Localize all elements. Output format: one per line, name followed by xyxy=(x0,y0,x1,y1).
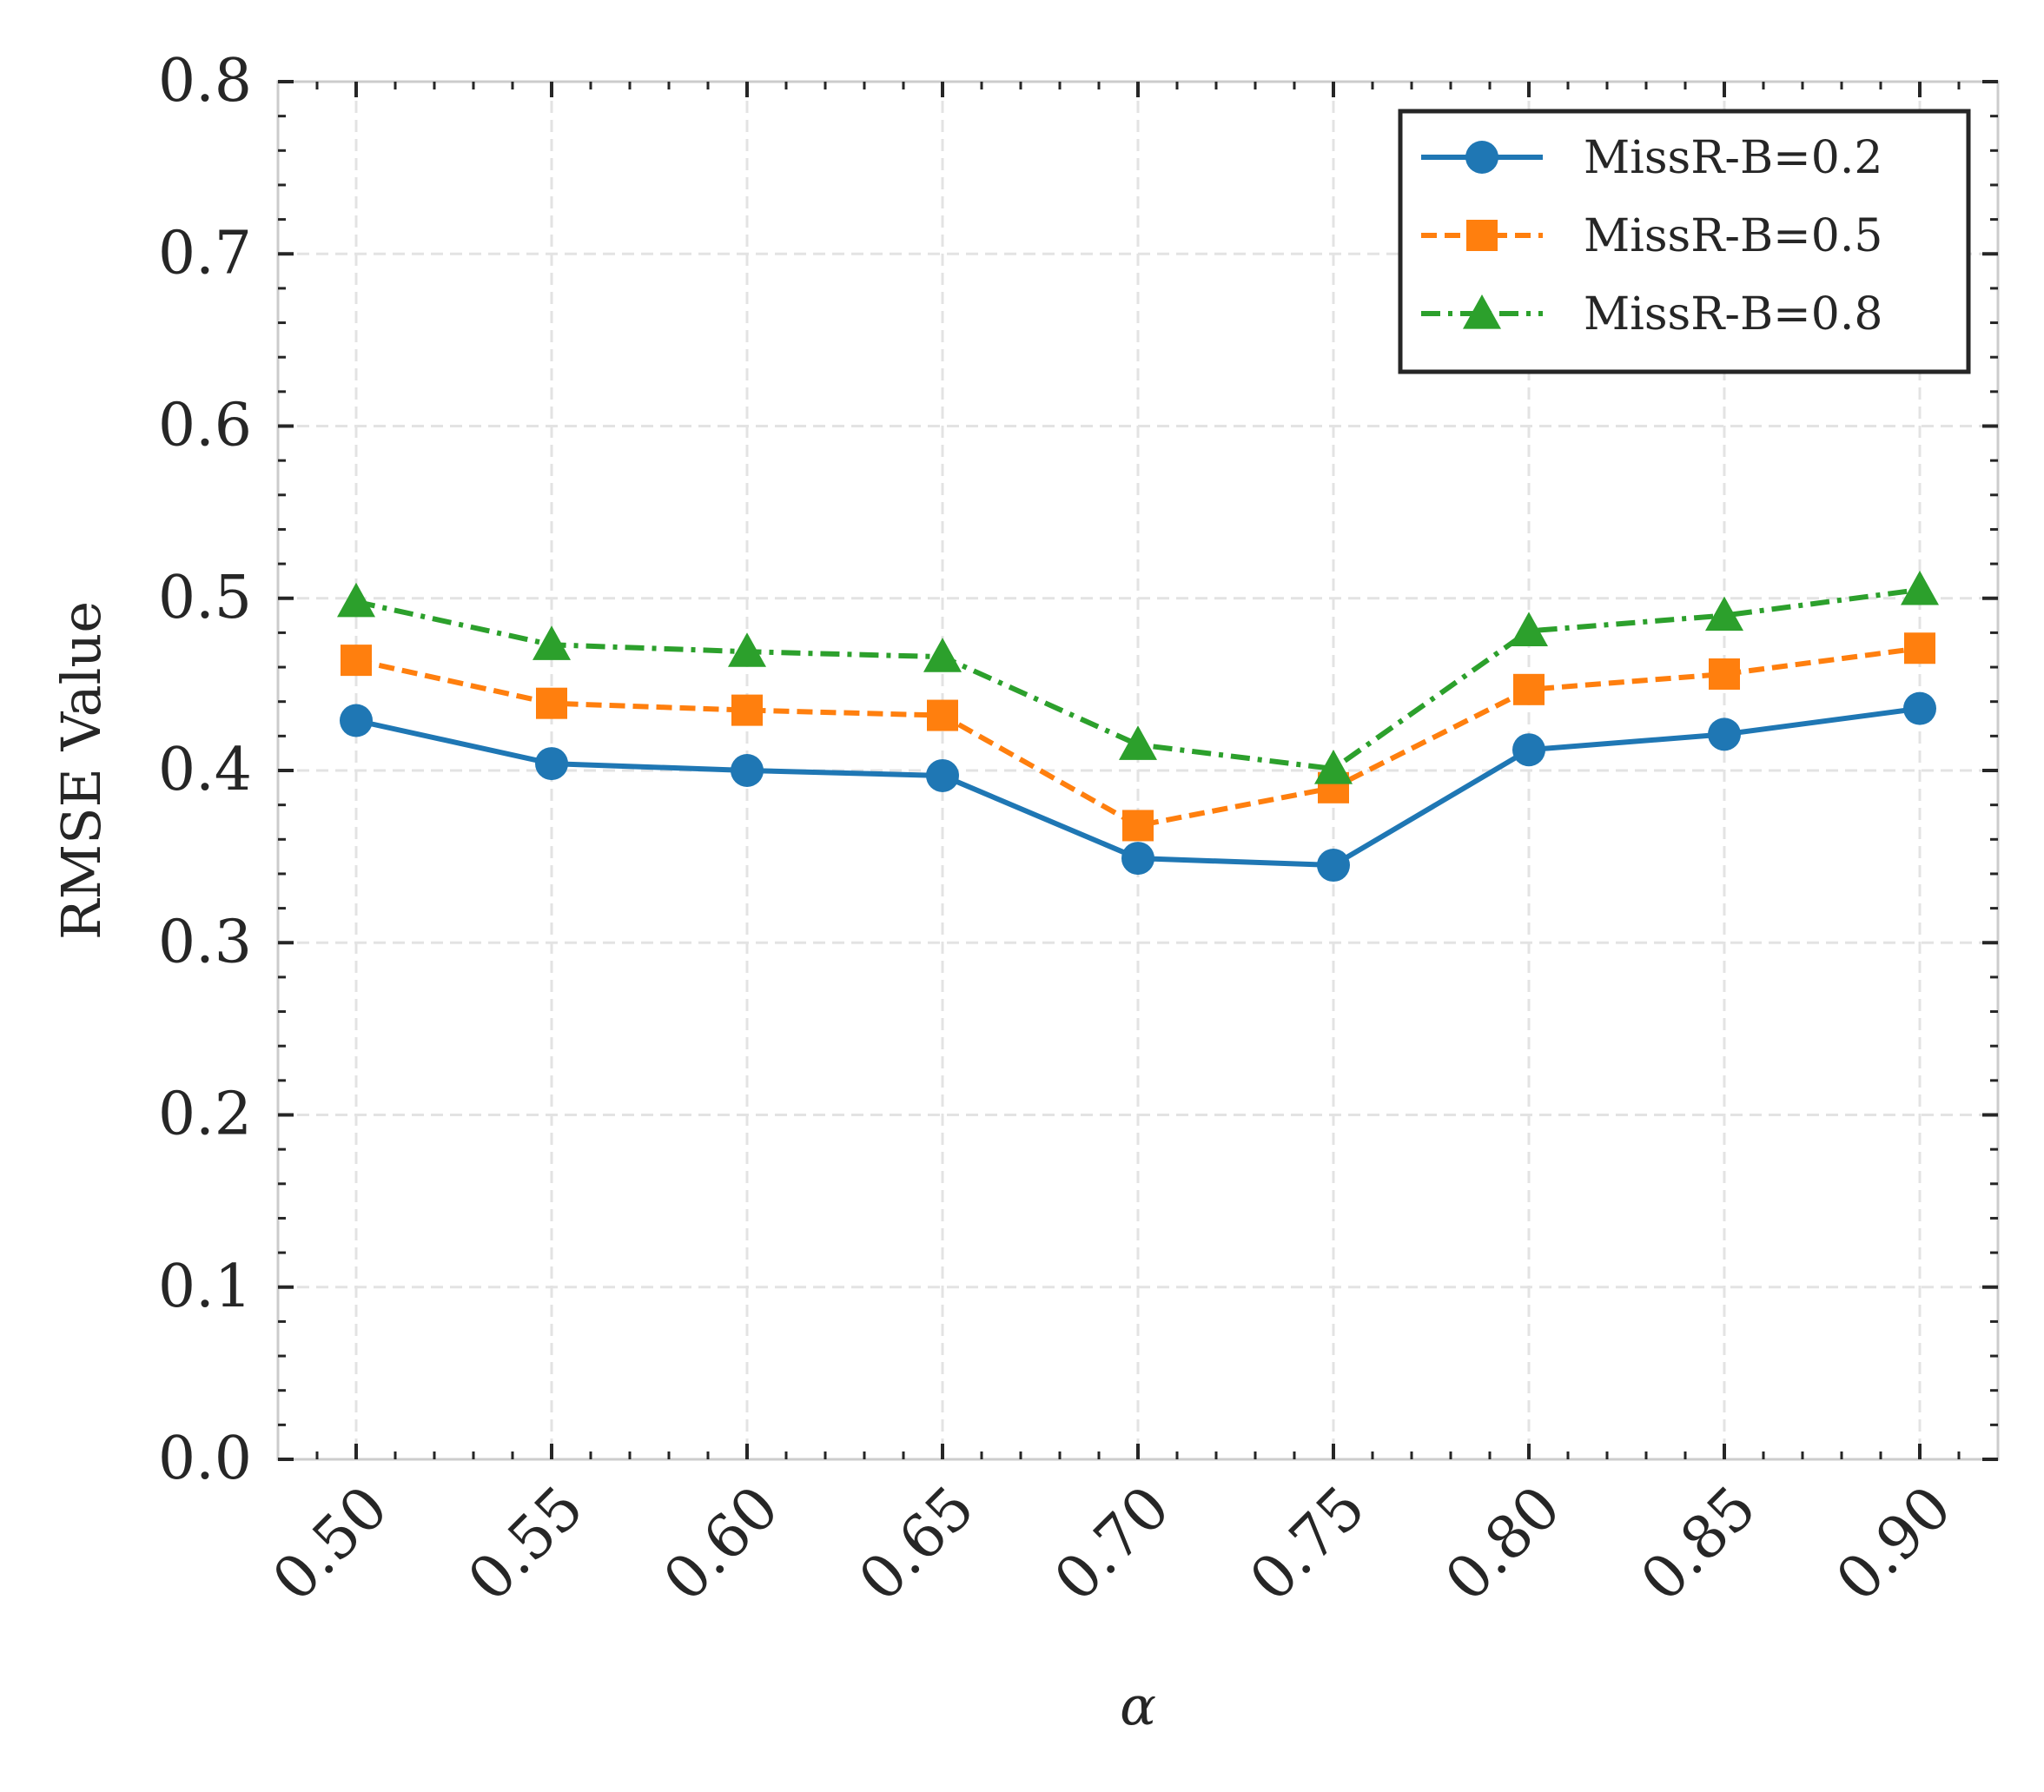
x-tick-label: 0.65 xyxy=(846,1473,988,1615)
x-tick-label: 0.75 xyxy=(1237,1473,1379,1615)
y-tick-label: 0.8 xyxy=(158,47,252,116)
data-point xyxy=(1901,570,1939,605)
y-tick-label: 0.2 xyxy=(158,1081,252,1149)
y-tick-label: 0.6 xyxy=(158,392,252,460)
series-line xyxy=(355,645,1921,829)
x-tick-label: 0.55 xyxy=(455,1473,597,1615)
data-point xyxy=(1121,842,1154,876)
data-point xyxy=(536,687,567,719)
legend-entry: MissR-B=0.5 xyxy=(1421,210,1882,262)
x-tick-label: 0.60 xyxy=(651,1473,792,1615)
legend-marker xyxy=(1463,294,1501,329)
data-point xyxy=(1119,725,1157,760)
data-point xyxy=(340,704,373,737)
series-square xyxy=(341,632,1935,842)
legend-label: MissR-B=0.5 xyxy=(1584,210,1882,262)
x-tick-label: 0.85 xyxy=(1628,1473,1769,1615)
y-tick-label: 0.1 xyxy=(158,1253,252,1321)
data-point xyxy=(1904,632,1935,665)
x-tick-label: 0.50 xyxy=(260,1473,401,1615)
legend-entry: MissR-B=0.8 xyxy=(1421,288,1882,341)
data-point xyxy=(1122,810,1154,842)
data-point xyxy=(337,582,375,618)
series-circle xyxy=(340,691,1936,883)
data-point xyxy=(1512,733,1545,767)
data-point xyxy=(532,625,571,660)
data-point xyxy=(923,638,962,672)
data-point xyxy=(1317,849,1350,883)
data-point xyxy=(535,747,568,781)
data-point xyxy=(731,694,763,726)
data-point xyxy=(1510,612,1548,647)
data-point xyxy=(1709,658,1740,690)
x-axis-label: α xyxy=(1120,1674,1156,1737)
data-point xyxy=(341,645,372,677)
ticks xyxy=(278,80,1998,1461)
y-tick-label: 0.0 xyxy=(158,1425,252,1493)
legend-label: MissR-B=0.8 xyxy=(1584,288,1882,341)
legend-marker xyxy=(1465,141,1498,174)
y-axis-label: RMSE Value xyxy=(50,601,113,940)
data-point xyxy=(1903,691,1936,725)
x-tick-label: 0.80 xyxy=(1432,1473,1574,1615)
data-point xyxy=(1705,596,1743,631)
data-point xyxy=(1513,673,1545,705)
legend-label: MissR-B=0.2 xyxy=(1584,132,1882,184)
series-line xyxy=(355,586,1921,772)
y-tick-label: 0.3 xyxy=(158,908,252,976)
data-point xyxy=(1314,750,1353,784)
series-triangle xyxy=(337,570,1939,784)
y-tick-label: 0.5 xyxy=(158,564,252,632)
data-point xyxy=(728,632,766,667)
y-tick-label: 0.7 xyxy=(158,219,252,288)
data-point xyxy=(731,754,764,787)
data-point xyxy=(1708,717,1741,751)
y-tick-label: 0.4 xyxy=(158,736,252,804)
x-tick-label: 0.70 xyxy=(1042,1473,1183,1615)
legend: MissR-B=0.2 MissR-B=0.5 MissR-B=0.8 xyxy=(1398,109,1971,374)
legend-marker xyxy=(1466,220,1498,251)
data-point xyxy=(927,699,958,731)
series xyxy=(337,570,1939,883)
legend-entry: MissR-B=0.2 xyxy=(1421,132,1882,184)
data-point xyxy=(926,758,959,792)
x-tick-label: 0.90 xyxy=(1823,1473,1965,1615)
